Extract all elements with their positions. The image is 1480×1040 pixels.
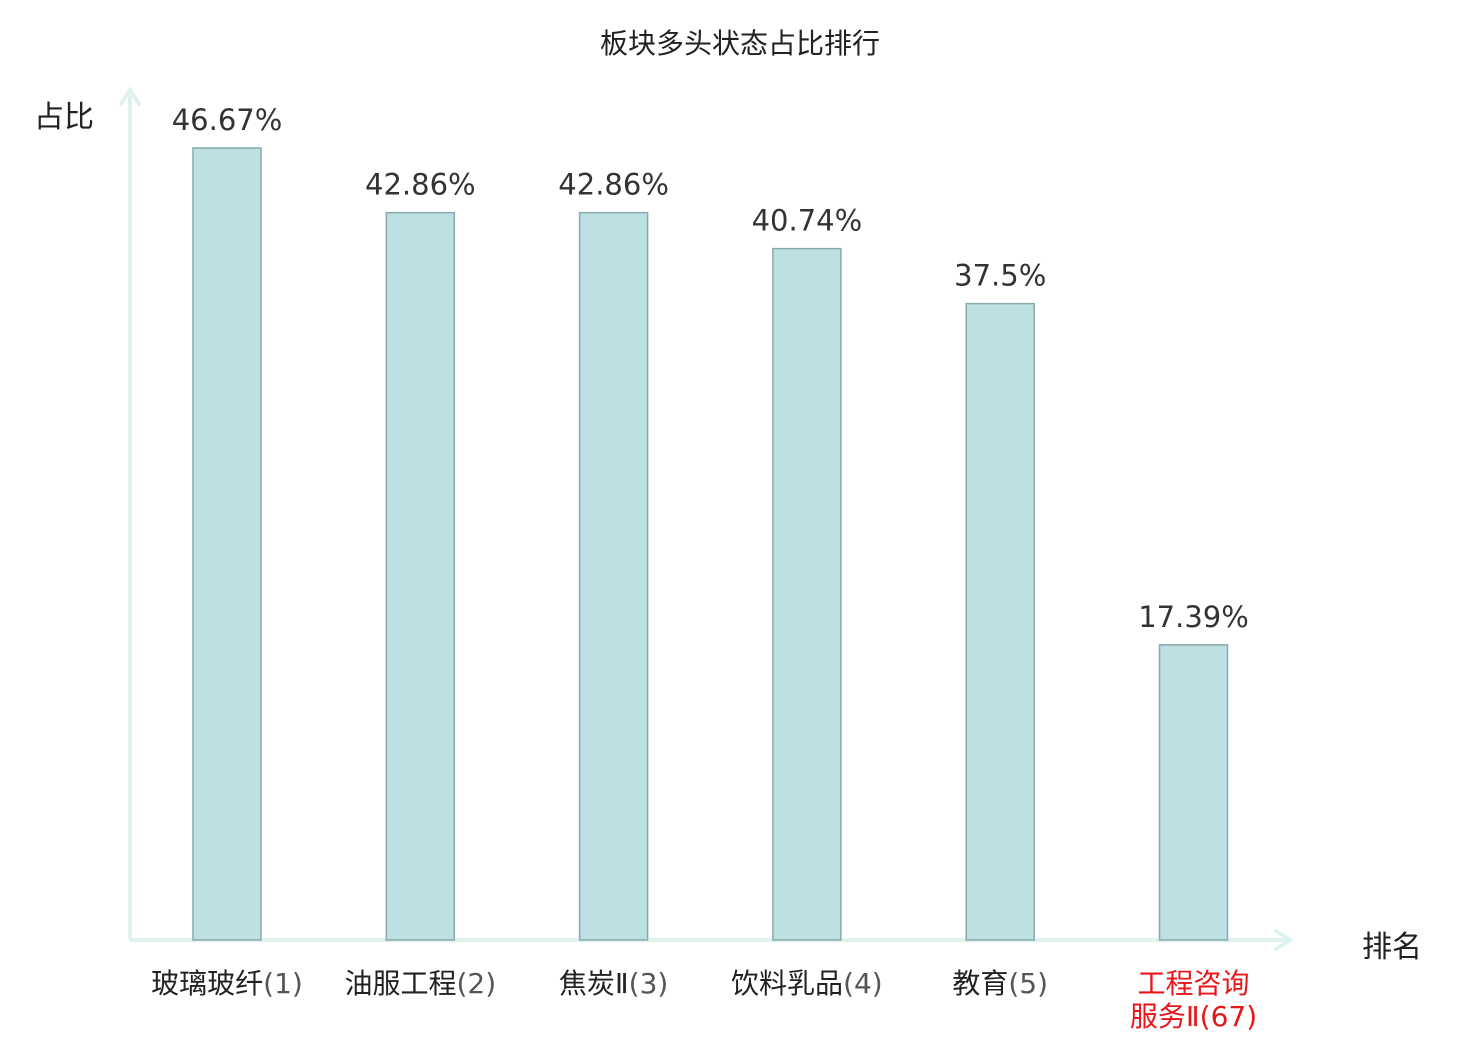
tick-label: 服务Ⅱ(67) xyxy=(1130,1000,1257,1033)
bars xyxy=(192,147,1229,941)
bar xyxy=(192,147,262,941)
x-axis-label: 排名 xyxy=(1362,930,1422,965)
x-axis-arrow xyxy=(1274,929,1294,951)
tick-label: 焦炭Ⅱ(3) xyxy=(559,967,668,1000)
y-axis-arrow xyxy=(119,86,141,106)
tick-label: 工程咨询 xyxy=(1137,967,1249,1000)
value-labels: 46.67% 42.86% 42.86% 40.74% 37.5% 17.39% xyxy=(172,103,1249,634)
value-label: 42.86% xyxy=(365,168,476,202)
bar xyxy=(1158,644,1229,941)
bar xyxy=(385,211,456,941)
bar xyxy=(965,302,1035,941)
value-label: 40.74% xyxy=(752,204,863,238)
bar xyxy=(578,211,649,941)
tick-label: 油服工程(2) xyxy=(344,967,496,1000)
value-label: 37.5% xyxy=(954,259,1046,293)
bar xyxy=(772,247,842,941)
chart-title: 板块多头状态占比排行 xyxy=(599,27,880,60)
tick-label: 教育(5) xyxy=(952,967,1048,1000)
tick-label: 玻璃玻纤(1) xyxy=(151,967,303,1000)
tick-label: 饮料乳品(4) xyxy=(731,967,883,1000)
y-axis-label: 占比 xyxy=(34,100,94,135)
value-label: 46.67% xyxy=(172,103,283,137)
value-label: 42.86% xyxy=(558,168,669,202)
value-label: 17.39% xyxy=(1138,600,1249,634)
axes xyxy=(119,86,1294,951)
tick-labels: 玻璃玻纤(1) 油服工程(2) 焦炭Ⅱ(3) 饮料乳品(4) 教育(5) 工程咨询服务Ⅱ(… xyxy=(151,967,1257,1033)
